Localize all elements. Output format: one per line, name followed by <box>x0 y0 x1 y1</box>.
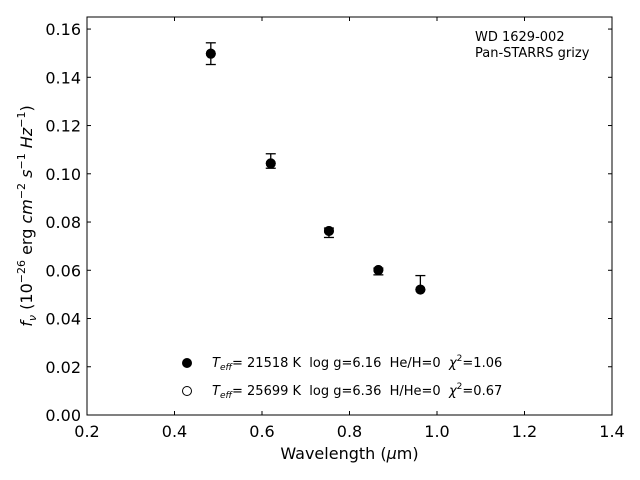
x-tick-label: 1.4 <box>599 422 624 441</box>
y-tick-label: 0.02 <box>45 358 81 377</box>
data-point-filled <box>205 48 216 59</box>
y-tick-label: 0.08 <box>45 213 81 232</box>
y-axis-title: fν (10−26 erg cm−2 s−1 Hz−1) <box>15 105 39 326</box>
y-tick-label: 0.10 <box>45 165 81 184</box>
y-tick-label: 0.12 <box>45 117 81 136</box>
x-tick-label: 0.4 <box>162 422 187 441</box>
data-point-filled <box>265 158 276 169</box>
x-tick-label: 1.2 <box>512 422 537 441</box>
tick-labels: 0.2 0.4 0.6 0.8 1.0 1.2 1.4 0.00 0.02 0.04 0.06 0.0… <box>45 20 624 441</box>
legend-marker-open <box>182 386 192 396</box>
error-bars <box>205 42 426 291</box>
axis-ticks <box>86 17 613 416</box>
legend: Teff= 21518 K log g=6.16 He/H=0 χ2=1.06 … <box>182 354 502 401</box>
y-tick-label: 0.14 <box>45 68 81 87</box>
y-tick-label: 0.06 <box>45 261 81 280</box>
legend-entry-1: Teff= 21518 K log g=6.16 He/H=0 χ2=1.06 <box>212 354 502 373</box>
legend-marker-filled <box>182 358 192 368</box>
annotation-survey: Pan-STARRS grizy <box>475 46 590 61</box>
x-tick-label: 0.6 <box>249 422 274 441</box>
y-tick-label: 0.00 <box>45 406 81 425</box>
data-markers <box>205 48 426 295</box>
legend-entry-2: Teff= 25699 K log g=6.36 H/He=0 χ2=0.67 <box>212 382 502 401</box>
x-tick-label: 1.0 <box>424 422 449 441</box>
x-tick-label: 0.2 <box>74 422 99 441</box>
data-point-filled <box>323 225 334 236</box>
data-point-filled <box>415 284 426 295</box>
y-tick-label: 0.04 <box>45 310 81 329</box>
x-tick-label: 0.8 <box>337 422 362 441</box>
annotation-object-name: WD 1629-002 <box>475 30 565 45</box>
data-point-filled <box>373 265 384 276</box>
x-axis-title: Wavelength (μm) <box>280 444 418 463</box>
y-tick-label: 0.16 <box>45 20 81 39</box>
